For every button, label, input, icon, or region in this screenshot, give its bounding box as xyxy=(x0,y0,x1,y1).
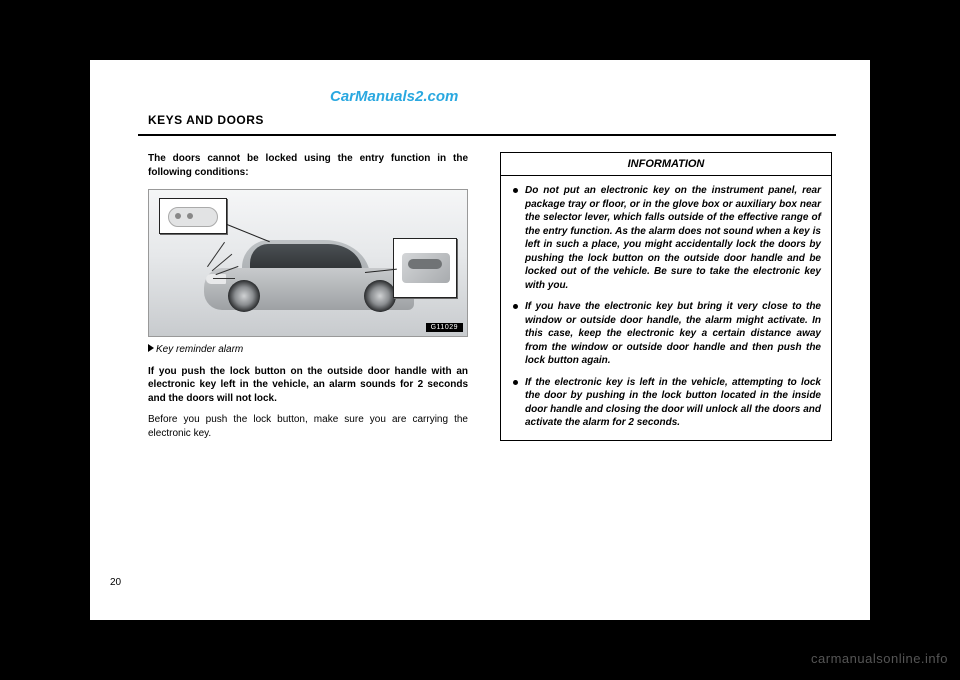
caption-text: Key reminder alarm xyxy=(156,344,243,355)
body-paragraph-bold: If you push the lock button on the outsi… xyxy=(148,365,468,406)
figure-key-reminder: G11029 xyxy=(148,189,468,337)
info-item: Do not put an electronic key on the inst… xyxy=(525,184,821,292)
page-number: 20 xyxy=(110,577,121,588)
information-body: Do not put an electronic key on the inst… xyxy=(501,176,831,440)
info-item: If you have the electronic key but bring… xyxy=(525,300,821,368)
left-column: The doors cannot be locked using the ent… xyxy=(148,152,468,440)
information-box: INFORMATION Do not put an electronic key… xyxy=(500,152,832,441)
watermark-bottom: carmanualsonline.info xyxy=(811,651,948,666)
inset-door-handle xyxy=(393,238,457,298)
intro-text: The doors cannot be locked using the ent… xyxy=(148,152,468,179)
info-item: If the electronic key is left in the veh… xyxy=(525,376,821,430)
section-title: KEYS AND DOORS xyxy=(148,113,264,127)
section-rule xyxy=(138,134,836,136)
watermark-top: CarManuals2.com xyxy=(330,88,458,105)
inset-key-fob xyxy=(159,198,227,234)
information-header: INFORMATION xyxy=(501,153,831,176)
figure-caption: Key reminder alarm xyxy=(148,343,468,357)
figure-tag: G11029 xyxy=(426,323,463,332)
triangle-bullet-icon xyxy=(148,344,154,352)
right-column: INFORMATION Do not put an electronic key… xyxy=(500,152,832,441)
body-paragraph: Before you push the lock button, make su… xyxy=(148,413,468,440)
manual-page: CarManuals2.com KEYS AND DOORS The doors… xyxy=(90,60,870,620)
